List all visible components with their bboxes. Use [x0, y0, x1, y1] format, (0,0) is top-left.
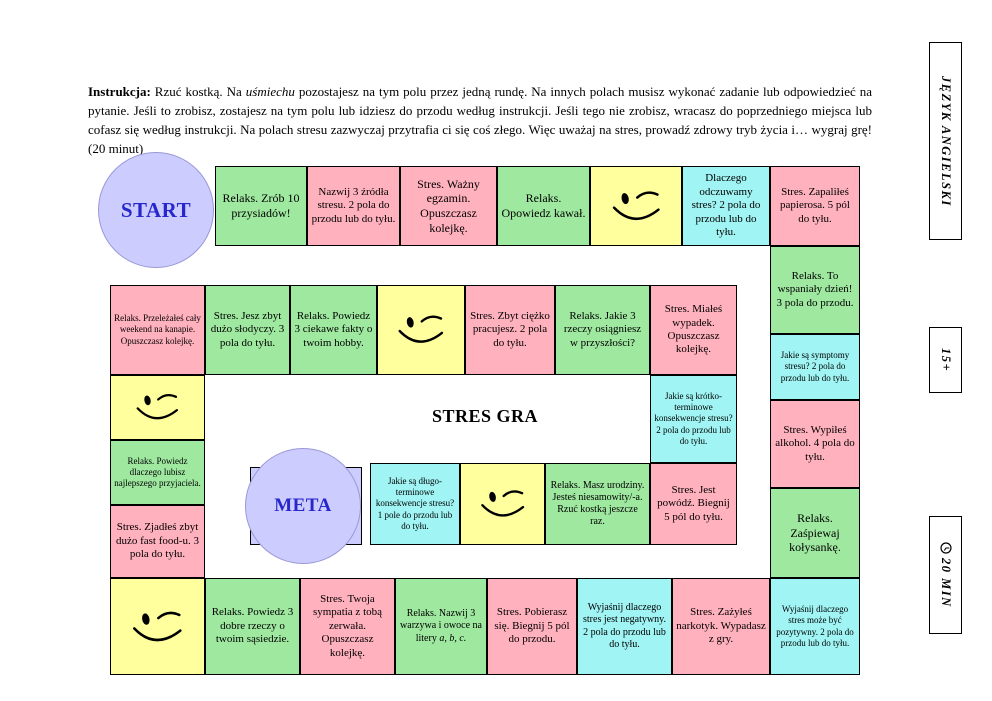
board-tile: Jakie są długo-terminowe konsekwencje st… [370, 463, 460, 545]
board-tile: Relaks. Powiedz 3 ciekawe fakty o twoim … [290, 285, 377, 375]
clock-icon [939, 542, 952, 554]
instructions-italic-word: uśmiechu [245, 84, 295, 99]
board-tile: Relaks. Masz urodziny. Jesteś niesamowit… [545, 463, 650, 545]
board-tile: Stres. Zapaliłeś papierosa. 5 pól do tył… [770, 166, 860, 246]
meta-circle: META [245, 448, 361, 564]
winking-smiley-icon [481, 490, 524, 517]
board-tile: Relaks. Powiedz dlaczego lubisz najlepsz… [110, 440, 205, 505]
instructions-text-1: Rzuć kostką. Na [150, 84, 246, 99]
smiley-tile [377, 285, 465, 375]
board-tile: Relaks. Nazwij 3 warzywa i owoce na lite… [395, 578, 487, 675]
board-tile: Relaks. Jakie 3 rzeczy osiągniesz w przy… [555, 285, 650, 375]
tile-text: Relaks. Nazwij 3 warzywa i owoce na lite… [400, 608, 482, 644]
smiley-tile [110, 375, 205, 440]
board-tile: Stres. Zbyt ciężko pracujesz. 2 pola do … [465, 285, 555, 375]
age-tag-label: 15+ [939, 347, 953, 373]
board-tile: Relaks. Zrób 10 przysiadów! [215, 166, 307, 246]
smiley-tile [590, 166, 682, 246]
board-tile: Stres. Zjadłeś zbyt dużo fast food-u. 3 … [110, 505, 205, 578]
board-tile: Stres. Zażyłeś narkotyk. Wypadasz z gry. [672, 578, 770, 675]
board-tile: Nazwij 3 źródła stresu. 2 pola do przodu… [307, 166, 400, 246]
time-tag: 20 MIN [929, 516, 962, 634]
board-tile: Jakie są krótko-terminowe konsekwencje s… [650, 375, 737, 463]
start-circle: START [98, 152, 214, 268]
instructions-paragraph: Instrukcja: Rzuć kostką. Na uśmiechu poz… [88, 83, 872, 159]
board-tile: Relaks. Przeleżałeś cały weekend na kana… [110, 285, 205, 375]
time-tag-label: 20 MIN [939, 558, 953, 608]
language-tag: JĘZYK ANGIELSKI [929, 42, 962, 240]
board-tile: Stres. Miałeś wypadek. Opuszczasz kolejk… [650, 285, 737, 375]
board-tile: Stres. Twoja sympatia z tobą zerwała. Op… [300, 578, 395, 675]
board-tile: Relaks. Powiedz 3 dobre rzeczy o twoim s… [205, 578, 300, 675]
board-tile: Jakie są symptomy stresu? 2 pola do przo… [770, 334, 860, 400]
winking-smiley-icon [133, 610, 182, 641]
time-tag-content: 20 MIN [938, 542, 953, 608]
age-tag: 15+ [929, 327, 962, 393]
winking-smiley-icon [136, 394, 179, 420]
winking-smiley-icon [612, 191, 660, 220]
board-tile: Stres. Wypiłeś alkohol. 4 pola do tyłu. [770, 400, 860, 488]
board-title: STRES GRA [431, 406, 539, 426]
smiley-tile [460, 463, 545, 545]
smiley-tile [110, 578, 205, 675]
tile-italic-text: a, b, c. [439, 632, 467, 644]
board-tile: Relaks. To wspaniały dzień! 3 pola do pr… [770, 246, 860, 334]
board-tile: Stres. Pobierasz się. Biegnij 5 pól do p… [487, 578, 577, 675]
board-tile: Wyjaśnij dlaczego stres jest negatywny. … [577, 578, 672, 675]
board-tile: Wyjaśnij dlaczego stres może być pozytyw… [770, 578, 860, 675]
board-tile: Stres. Jesz zbyt dużo słodyczy. 3 pola d… [205, 285, 290, 375]
board-tile: Relaks. Opowiedz kawał. [497, 166, 590, 246]
instructions-text-2: pozostajesz na tym polu przez jedną rund… [88, 84, 873, 156]
board-tile: Stres. Jest powódź. Biegnij 5 pól do tył… [650, 463, 737, 545]
winking-smiley-icon [398, 315, 444, 344]
instructions-label: Instrukcja: [88, 84, 151, 99]
board-tile: Relaks. Zaśpiewaj kołysankę. [770, 488, 860, 578]
board-tile: Dlaczego odczuwamy stres? 2 pola do przo… [682, 166, 770, 246]
board-tile: Stres. Ważny egzamin. Opuszczasz kolejkę… [400, 166, 497, 246]
language-tag-label: JĘZYK ANGIELSKI [939, 75, 953, 207]
